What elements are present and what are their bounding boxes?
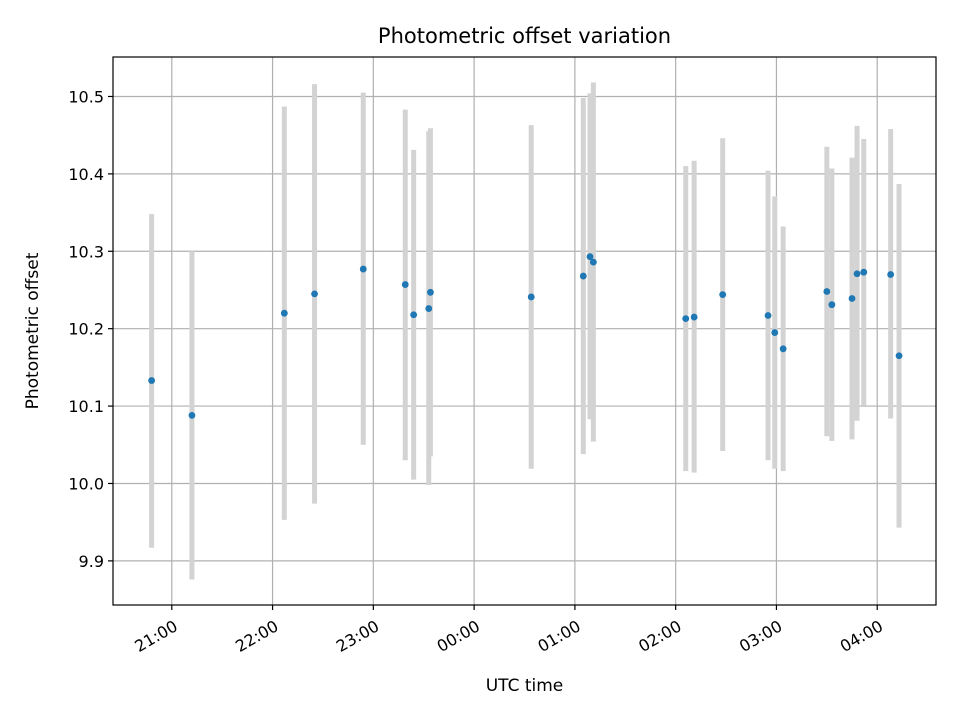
point-layer (148, 253, 903, 419)
y-tick-label: 10.3 (68, 242, 104, 261)
plot-frame (112, 56, 937, 606)
data-point (682, 315, 690, 323)
data-point (148, 377, 156, 384)
data-point (860, 268, 868, 276)
data-point (311, 290, 318, 298)
data-point (589, 258, 597, 266)
data-point (188, 411, 196, 419)
data-point (280, 309, 288, 317)
data-point (771, 329, 779, 336)
data-point (853, 270, 861, 278)
data-point (579, 272, 587, 280)
data-point (401, 281, 409, 288)
data-point (823, 288, 831, 295)
chart-title: Photometric offset variation (378, 24, 671, 48)
y-tick-label: 10.2 (68, 320, 104, 339)
data-point (359, 265, 367, 273)
data-point (690, 313, 698, 321)
grid-layer (113, 57, 936, 605)
data-point (719, 291, 727, 299)
y-tick-label: 10.5 (68, 87, 104, 106)
data-point (848, 295, 856, 302)
data-point (828, 301, 836, 309)
data-point (764, 312, 772, 319)
data-point (425, 305, 433, 312)
data-point (427, 288, 434, 296)
x-axis-title: UTC time (486, 676, 564, 696)
y-axis-title: Photometric offset (23, 252, 43, 409)
data-point (410, 311, 418, 319)
data-point (887, 271, 895, 278)
data-point (895, 352, 903, 360)
y-tick-label: 10.1 (68, 397, 104, 416)
data-point (779, 345, 787, 353)
y-tick-label: 9.9 (79, 552, 104, 571)
data-point (527, 293, 535, 301)
data-point (586, 253, 594, 261)
y-tick-label: 10.4 (68, 165, 104, 184)
y-tick-label: 10.0 (68, 474, 104, 493)
